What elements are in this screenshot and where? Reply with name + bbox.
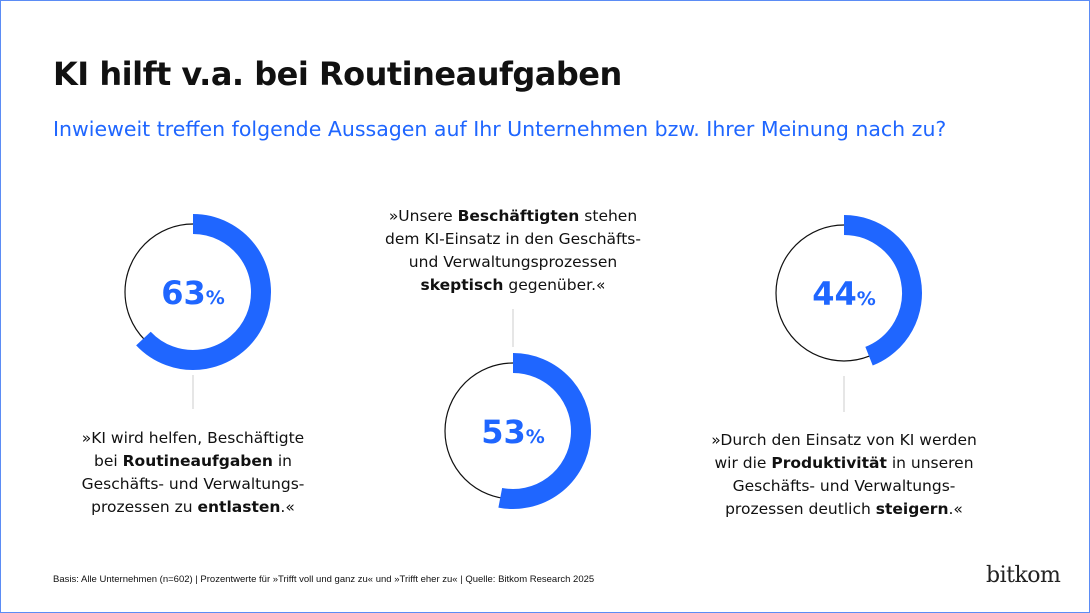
statement-2: »Unsere Beschäftigten stehen dem KI-Eins… <box>363 205 663 297</box>
statement-line: Geschäfts- und Verwaltungs- <box>81 475 305 493</box>
donut-segment <box>843 215 922 366</box>
statement-text: prozessen deutlich <box>725 500 876 518</box>
statement-text: .« <box>280 498 295 516</box>
statement-3: »Durch den Einsatz von KI werden wir die… <box>694 429 994 521</box>
statement-emphasis: Produktivität <box>771 454 887 472</box>
statement-text: .« <box>948 500 963 518</box>
donut-segment <box>136 214 271 370</box>
statement-emphasis: Beschäftigten <box>457 207 580 225</box>
statement-emphasis: Routineaufgaben <box>122 452 273 470</box>
statement-text: bei <box>94 452 123 470</box>
statement-text: »Unsere <box>388 207 458 225</box>
percent-label: 53% <box>481 413 545 451</box>
percent-label: 63% <box>161 274 225 312</box>
statement-text: stehen <box>579 207 638 225</box>
statement-line: Geschäfts- und Verwaltungs- <box>732 477 956 495</box>
statement-text: wir die <box>714 454 772 472</box>
statement-line: »KI wird helfen, Beschäftigte <box>81 429 305 447</box>
percent-label: 44% <box>812 275 876 313</box>
page-title: KI hilft v.a. bei Routineaufgaben <box>53 55 622 93</box>
statement-1: »KI wird helfen, Beschäftigte bei Routin… <box>63 427 323 519</box>
statement-line: »Durch den Einsatz von KI werden <box>711 431 977 449</box>
statement-emphasis: skeptisch <box>420 276 504 294</box>
bitkom-logo: bitkom <box>986 563 1061 588</box>
statement-text: gegenüber.« <box>503 276 606 294</box>
page-subtitle: Inwieweit treffen folgende Aussagen auf … <box>53 117 947 141</box>
statement-emphasis: steigern <box>875 500 949 518</box>
statement-text: in <box>272 452 292 470</box>
donut-segment <box>498 353 591 509</box>
statement-line: und Verwaltungsprozessen <box>408 253 618 271</box>
statement-text: in unseren <box>886 454 974 472</box>
statement-emphasis: entlasten <box>197 498 281 516</box>
footnote: Basis: Alle Unternehmen (n=602) | Prozen… <box>53 574 595 585</box>
statement-line: dem KI-Einsatz in den Geschäfts- <box>385 230 641 248</box>
statement-text: prozessen zu <box>91 498 198 516</box>
